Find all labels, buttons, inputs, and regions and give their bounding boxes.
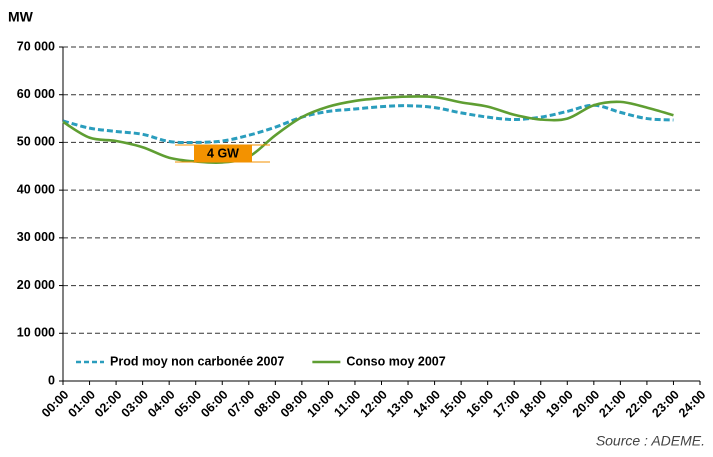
- x-tick-label: 18:00: [517, 388, 550, 421]
- x-tick-label: 11:00: [331, 388, 363, 420]
- y-tick-label: 70 000: [17, 39, 55, 53]
- x-tick-label: 17:00: [490, 388, 523, 421]
- y-tick-label: 20 000: [17, 278, 55, 292]
- x-tick-label: 19:00: [543, 388, 576, 421]
- y-tick-label: 60 000: [17, 87, 55, 101]
- x-tick-label: 06:00: [198, 388, 231, 421]
- y-tick-label: 40 000: [17, 182, 55, 196]
- x-tick-label: 24:00: [676, 388, 709, 421]
- x-tick-label: 21:00: [596, 388, 629, 421]
- series-line: [62, 95, 674, 165]
- y-tick-label: 10 000: [17, 326, 55, 340]
- legend-box: [68, 350, 463, 374]
- legend-label: Conso moy 2007: [346, 354, 445, 368]
- x-tick-label: 04:00: [145, 388, 178, 421]
- x-tick-label: 16:00: [464, 388, 497, 421]
- y-tick-label: 50 000: [17, 135, 55, 149]
- legend-label: Prod moy non carbonée 2007: [110, 354, 284, 368]
- x-tick-label: 23:00: [649, 388, 682, 421]
- x-tick-label: 12:00: [357, 388, 390, 421]
- x-tick-label: 03:00: [119, 388, 152, 421]
- series-line: [62, 103, 674, 145]
- x-tick-label: 08:00: [251, 388, 284, 421]
- x-tick-label: 00:00: [39, 388, 72, 421]
- x-tick-label: 07:00: [225, 388, 258, 421]
- y-axis-label: MW: [8, 9, 34, 25]
- x-tick-label: 22:00: [623, 388, 656, 421]
- x-tick-label: 14:00: [411, 388, 444, 421]
- x-tick-label: 05:00: [172, 388, 205, 421]
- annotation-label: 4 GW: [207, 146, 239, 160]
- x-tick-label: 02:00: [92, 388, 125, 421]
- x-tick-label: 10:00: [304, 388, 337, 421]
- y-tick-label: 30 000: [17, 230, 55, 244]
- x-tick-label: 15:00: [437, 388, 470, 421]
- x-tick-label: 09:00: [278, 388, 311, 421]
- source: Source : ADEME.: [596, 433, 705, 449]
- y-tick-label: 0: [48, 373, 55, 387]
- x-tick-label: 13:00: [384, 388, 417, 421]
- annotation-box: [194, 145, 252, 162]
- x-tick-label: 01:00: [65, 388, 98, 421]
- x-tick-label: 20:00: [570, 388, 603, 421]
